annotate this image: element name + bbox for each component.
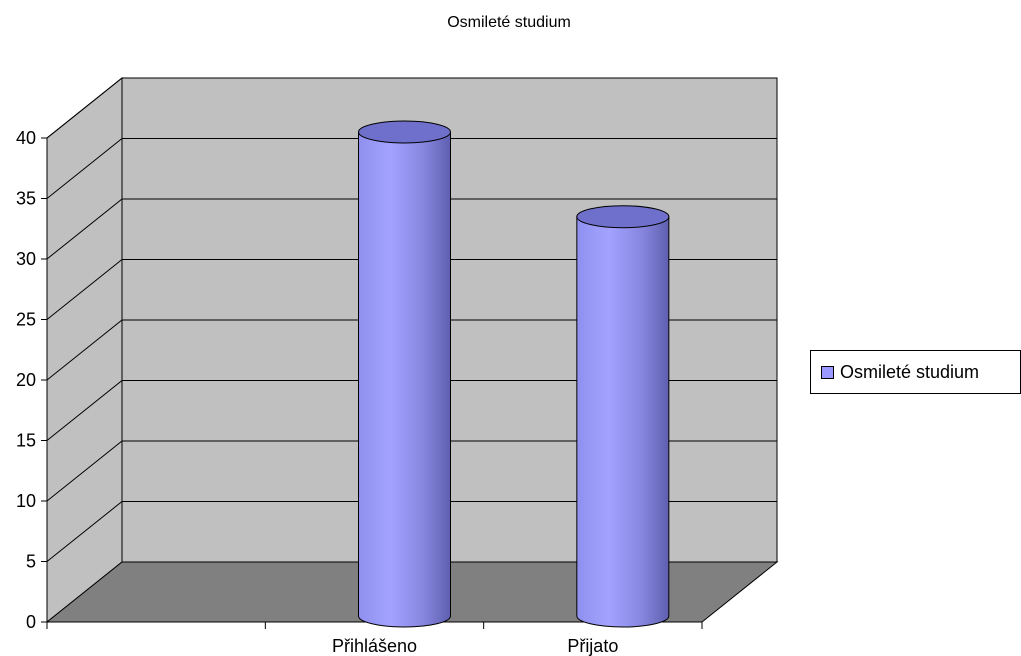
gridline [46,138,777,199]
y-tick-label: 5 [26,552,36,572]
x-tick-label: Přihlášeno [332,636,417,656]
y-tick-label: 30 [16,249,36,269]
bar [358,131,451,628]
gridline [46,319,777,381]
bar [576,216,670,628]
chart-title: Osmileté studium [447,14,571,31]
x-tick-label: Přijato [567,636,618,656]
bar-top [576,205,670,229]
gridline [46,77,777,139]
y-tick-label: 25 [16,310,36,330]
y-tick-label: 35 [16,189,36,209]
legend-swatch [821,365,834,379]
gridline [46,440,777,502]
gridline [46,501,777,562]
gridline [46,259,777,320]
legend: Osmileté studium [810,350,1021,394]
bar-top [358,120,451,144]
plot-area: 0 5 10 15 20 25 30 35 40 Přihlášeno Přijato [16,76,779,656]
y-tick-label: 40 [16,128,36,148]
gridline [46,198,777,260]
y-tick-label: 0 [26,612,36,632]
y-tick-label: 15 [16,431,36,451]
y-tick-label: 10 [16,491,36,511]
legend-label: Osmileté studium [840,361,980,382]
gridline [46,380,777,441]
y-tick-label: 20 [16,370,36,390]
